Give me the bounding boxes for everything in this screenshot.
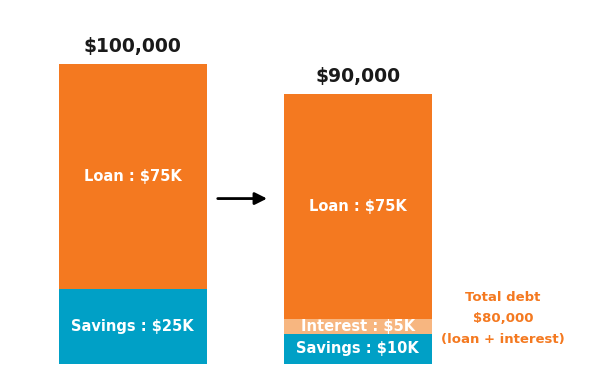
Text: $100,000: $100,000: [84, 37, 182, 56]
Bar: [59, 289, 207, 364]
Text: $80,000: $80,000: [473, 312, 533, 325]
Text: Savings : $25K: Savings : $25K: [71, 319, 194, 334]
Bar: [59, 63, 207, 289]
Text: Loan : $75K: Loan : $75K: [84, 168, 182, 184]
Text: $90,000: $90,000: [315, 67, 400, 86]
Text: Savings : $10K: Savings : $10K: [296, 341, 419, 356]
Bar: [284, 93, 431, 319]
Text: Total debt: Total debt: [465, 291, 541, 304]
Text: (loan + interest): (loan + interest): [441, 333, 565, 346]
Bar: [284, 319, 431, 334]
Text: Interest : $5K: Interest : $5K: [301, 319, 415, 334]
Bar: [284, 334, 431, 364]
Text: Loan : $75K: Loan : $75K: [309, 198, 406, 214]
